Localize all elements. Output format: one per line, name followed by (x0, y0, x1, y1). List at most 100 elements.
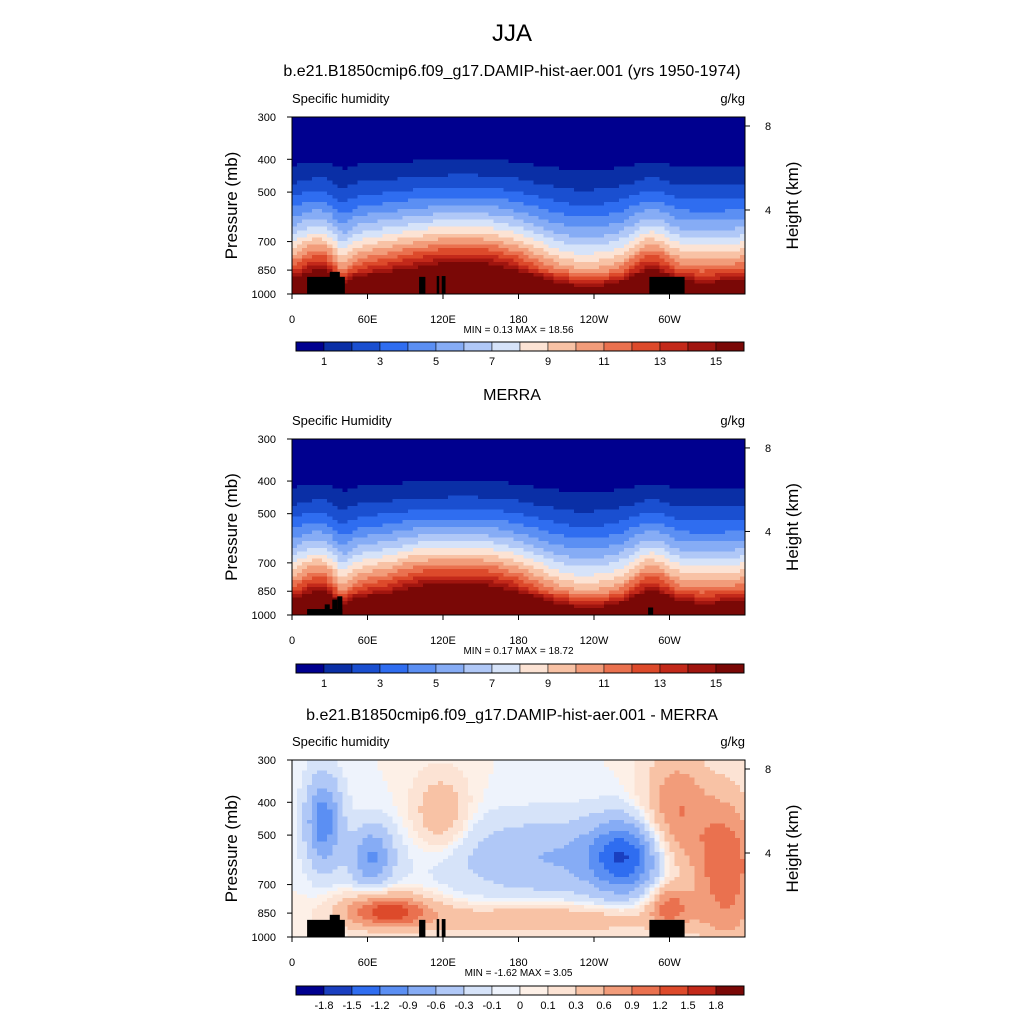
colorbar-box (407, 985, 437, 996)
colorbar-box (575, 663, 605, 674)
colorbar-box (715, 663, 745, 674)
panel-1-height-axis-title: Height (km) (783, 162, 802, 250)
topography-block (419, 919, 426, 937)
colorbar-label: -1.5 (343, 1000, 362, 1012)
panel-3: Specific humidity g/kg3004005007008501000… (222, 734, 802, 1012)
topography-block (329, 914, 340, 937)
colorbar-label: 1 (321, 356, 327, 368)
panel-3-units-label: g/kg (720, 734, 745, 749)
x-tick-label: 180 (509, 635, 527, 647)
y-tick-label: 1000 (252, 289, 276, 301)
colorbar-label: -0.3 (455, 1000, 474, 1012)
panel-2-min-max: MIN = 0.17 MAX = 18.72 (463, 646, 573, 657)
topography-block (329, 271, 340, 294)
colorbar-label: 1 (321, 678, 327, 690)
main-title: JJA (491, 20, 532, 47)
colorbar-box (603, 985, 633, 996)
colorbar-box (715, 341, 745, 352)
colorbar-box (407, 663, 437, 674)
colorbar-box (603, 341, 633, 352)
colorbar-box (575, 341, 605, 352)
colorbar-box (687, 985, 717, 996)
colorbar-box (351, 341, 381, 352)
colorbar-box (603, 663, 633, 674)
panel-2-title: MERRA (483, 387, 541, 404)
colorbar-box (659, 985, 689, 996)
colorbar-box (491, 985, 521, 996)
colorbar-box (631, 341, 661, 352)
colorbar-box (519, 985, 549, 996)
colorbar-label: 7 (489, 356, 495, 368)
colorbar-label: 13 (654, 678, 666, 690)
colorbar-box (519, 663, 549, 674)
panel-2-colorbar-frame (295, 663, 745, 674)
colorbar-box (323, 663, 353, 674)
x-tick-label: 120E (430, 314, 456, 326)
y-tick-label: 700 (258, 237, 276, 249)
colorbar-label: 3 (377, 678, 383, 690)
colorbar-box (547, 341, 577, 352)
colorbar-label: 15 (710, 356, 722, 368)
y-tick-label: 850 (258, 908, 276, 920)
y-tick-label: 300 (258, 434, 276, 446)
height-tick-label: 8 (765, 764, 771, 776)
y-tick-label: 500 (258, 830, 276, 842)
panel-2-height-axis-title: Height (km) (783, 483, 802, 571)
colorbar-box (295, 985, 325, 996)
colorbar-label: 15 (710, 678, 722, 690)
x-tick-label: 60E (358, 314, 378, 326)
colorbar-label: 9 (545, 356, 551, 368)
colorbar-label: 1.5 (680, 1000, 695, 1012)
colorbar-label: 1.8 (708, 1000, 723, 1012)
colorbar-box (547, 985, 577, 996)
panel-3-title: b.e21.B1850cmip6.f09_g17.DAMIP-hist-aer.… (306, 707, 718, 724)
y-tick-label: 500 (258, 187, 276, 199)
panel-2-variable-label: Specific Humidity (292, 413, 392, 428)
colorbar-box (351, 663, 381, 674)
colorbar-box (435, 663, 465, 674)
x-tick-label: 180 (509, 957, 527, 969)
topography-block (649, 276, 685, 294)
x-tick-label: 0 (289, 635, 295, 647)
y-tick-label: 850 (258, 586, 276, 598)
colorbar-label: 7 (489, 678, 495, 690)
x-tick-label: 60E (358, 957, 378, 969)
colorbar-box (379, 663, 409, 674)
colorbar-label: 0.1 (540, 1000, 555, 1012)
colorbar-label: 3 (377, 356, 383, 368)
x-tick-label: 60E (358, 635, 378, 647)
x-tick-label: 0 (289, 314, 295, 326)
colorbar-label: 13 (654, 356, 666, 368)
topography-block (337, 596, 343, 615)
colorbar-label: 5 (433, 356, 439, 368)
panel-2-units-label: g/kg (720, 413, 745, 428)
y-tick-label: 300 (258, 755, 276, 767)
height-tick-label: 8 (765, 121, 771, 133)
topography-block (441, 276, 446, 294)
y-tick-label: 500 (258, 509, 276, 521)
x-tick-label: 0 (289, 957, 295, 969)
colorbar-box (631, 985, 661, 996)
colorbar-box (295, 663, 325, 674)
colorbar-box (463, 663, 493, 674)
panel-1-colorbar-frame (295, 341, 745, 352)
panel-1-contour-field (292, 117, 746, 295)
panel-1-min-max: MIN = 0.13 MAX = 18.56 (463, 325, 573, 336)
colorbar-box (463, 341, 493, 352)
colorbar-label: 5 (433, 678, 439, 690)
colorbar-box (435, 985, 465, 996)
topography-block (648, 607, 654, 615)
x-tick-label: 120W (580, 314, 609, 326)
colorbar-label: 9 (545, 678, 551, 690)
topography-block (419, 276, 426, 294)
height-tick-label: 4 (765, 526, 771, 538)
colorbar-box (715, 985, 745, 996)
colorbar-box (351, 985, 381, 996)
colorbar-box (463, 985, 493, 996)
x-tick-label: 120W (580, 957, 609, 969)
colorbar-box (379, 341, 409, 352)
x-tick-label: 120W (580, 635, 609, 647)
colorbar-box (379, 985, 409, 996)
y-tick-label: 850 (258, 265, 276, 277)
